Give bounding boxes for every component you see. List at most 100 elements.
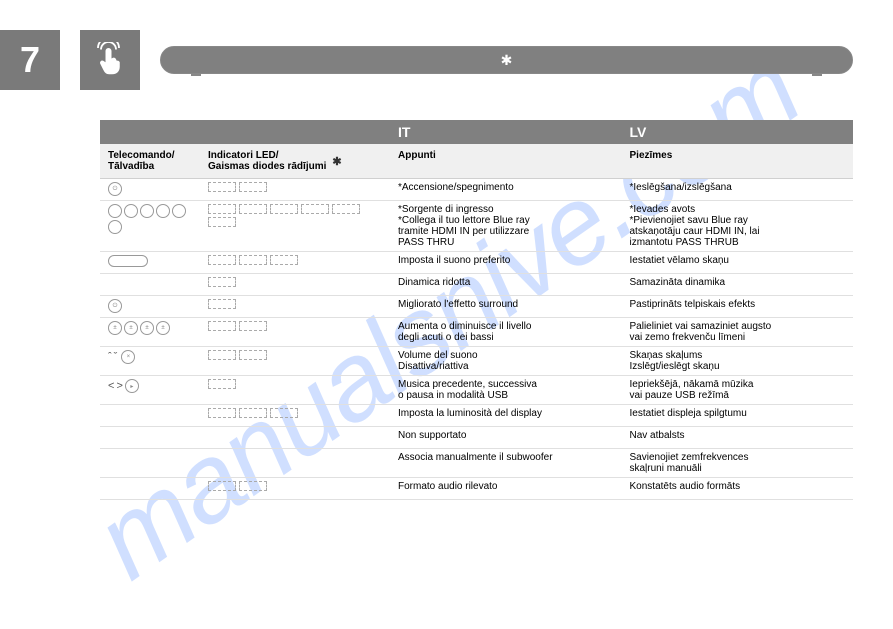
lv-cell: Samazināta dinamika [622,274,854,291]
remote-button-icon: ▸ [125,379,139,393]
led-cell [200,478,390,494]
remote-cell [100,252,200,270]
table-row: ±±±± Aumenta o diminuisce il livello degl… [100,318,853,347]
lang-header-it: IT [390,120,622,144]
header-spacer [100,120,390,144]
remote-button-icon [140,204,154,218]
remote-button-icon: ± [124,321,138,335]
led-indicator-icon [208,299,236,309]
it-cell: Migliorato l'effetto surround [390,296,622,313]
led-cell [200,252,390,268]
led-indicator-icon [332,204,360,214]
lang-header-lv: LV [622,120,854,144]
brightness-icon: ✱ [332,155,341,168]
led-indicator-icon [208,321,236,331]
up-icon: ˆ [108,351,112,363]
table-row: ⏻Migliorato l'effetto surroundPastiprinā… [100,296,853,318]
remote-cell: ˆ ˇ× [100,347,200,367]
led-indicator-icon [208,481,236,491]
brightness-icon: ✱ [501,52,513,69]
sub-header-lv: Piezīmes [622,144,854,178]
table-row: Associa manualmente il subwooferSavienoj… [100,449,853,478]
remote-button-icon: × [121,350,135,364]
led-indicator-icon [208,408,236,418]
table-row: *Sorgente di ingresso *Collega il tuo le… [100,201,853,252]
table-row: ⏻*Accensione/spegnimento*Ieslēgšana/izsl… [100,179,853,201]
next-icon: > [116,380,122,392]
sub-header-remote: Telecomando/ Tālvadība [100,144,200,178]
remote-cell [100,427,200,433]
led-cell [200,405,390,421]
remote-button-icon [156,204,170,218]
remote-button-icon [108,220,122,234]
table-row: Formato audio rilevatoKonstatēts audio f… [100,478,853,500]
lv-cell: Savienojiet zemfrekvences skaļruni manuā… [622,449,854,477]
led-cell [200,318,390,334]
lv-cell: Palieliniet vai samaziniet augsto vai ze… [622,318,854,346]
it-cell: Non supportato [390,427,622,444]
it-cell: Imposta la luminosità del display [390,405,622,422]
remote-cell: ⏻ [100,179,200,199]
remote-button-icon [124,204,138,218]
remote-cell [100,274,200,280]
it-cell: Volume del suono Disattiva/riattiva [390,347,622,375]
led-indicator-icon [239,204,267,214]
remote-cell [100,449,200,455]
lv-cell: Iestatiet displeja spilgtumu [622,405,854,422]
lv-cell: *Ievades avots *Pievienojiet savu Blue r… [622,201,854,251]
remote-button-icon [172,204,186,218]
lv-cell: Konstatēts audio formāts [622,478,854,495]
led-indicator-icon [239,408,267,418]
remote-button-icon [108,204,122,218]
remote-cell [100,405,200,411]
remote-button-icon: ⏻ [108,299,122,313]
led-indicator-icon [270,255,298,265]
prev-icon: < [108,380,114,392]
it-cell: Aumenta o diminuisce il livello degli ac… [390,318,622,346]
led-indicator-icon [208,277,236,287]
down-icon: ˇ [114,351,118,363]
it-cell: *Sorgente di ingresso *Collega il tuo le… [390,201,622,251]
led-cell [200,427,390,433]
soundbar-graphic: ✱ [160,46,853,74]
led-cell [200,296,390,312]
table-row: Non supportatoNav atbalsts [100,427,853,449]
it-cell: Dinamica ridotta [390,274,622,291]
led-cell [200,201,390,230]
remote-cell [100,478,200,484]
it-cell: Musica precedente, successiva o pausa in… [390,376,622,404]
sub-header-row: Telecomando/ Tālvadība Indicatori LED/ G… [100,144,853,179]
touch-hand-icon [92,42,128,78]
sub-header-led: Indicatori LED/ Gaismas diodes rādījumi … [200,144,390,178]
remote-button-icon [108,255,148,267]
remote-cell [100,201,200,237]
table-row: Imposta la luminosità del displayIestati… [100,405,853,427]
lv-cell: Nav atbalsts [622,427,854,444]
table-row: Dinamica ridottaSamazināta dinamika [100,274,853,296]
led-indicator-icon [239,481,267,491]
page-header: 7 ✱ [0,0,893,90]
section-number: 7 [0,30,60,90]
lv-cell: Iestatiet vēlamo skaņu [622,252,854,269]
led-cell [200,449,390,455]
lang-header-row: IT LV [100,120,853,144]
led-cell [200,179,390,195]
sub-header-it: Appunti [390,144,622,178]
touch-icon-box [80,30,140,90]
led-indicator-icon [270,408,298,418]
remote-cell: ⏻ [100,296,200,316]
lv-cell: Iepriekšējā, nākamā mūzika vai pauze USB… [622,376,854,404]
remote-cell: ±±±± [100,318,200,338]
table-body: ⏻*Accensione/spegnimento*Ieslēgšana/izsl… [100,179,853,500]
led-indicator-icon [208,204,236,214]
it-cell: Formato audio rilevato [390,478,622,495]
led-cell [200,347,390,363]
led-indicator-icon [301,204,329,214]
led-indicator-icon [270,204,298,214]
lv-cell: *Ieslēgšana/izslēgšana [622,179,854,196]
remote-button-icon: ⏻ [108,182,122,196]
it-cell: Associa manualmente il subwoofer [390,449,622,466]
led-indicator-icon [208,217,236,227]
table-row: < > ▸ Musica precedente, successiva o pau… [100,376,853,405]
lv-cell: Skaņas skaļums Izslēgt/ieslēgt skaņu [622,347,854,375]
